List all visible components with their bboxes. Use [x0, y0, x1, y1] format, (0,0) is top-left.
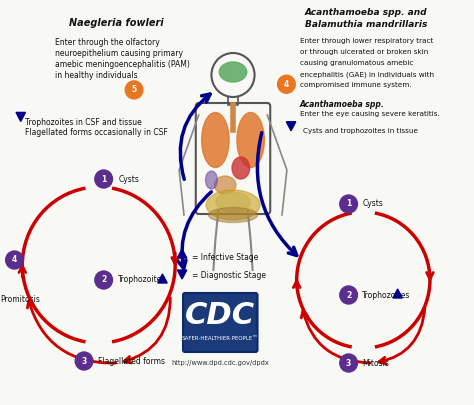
Text: Enter through the olfactory: Enter through the olfactory: [55, 38, 159, 47]
Ellipse shape: [232, 157, 250, 179]
Text: Naegleria fowleri: Naegleria fowleri: [69, 18, 164, 28]
Text: 1: 1: [346, 200, 351, 209]
Text: Acanthamoeba spp.: Acanthamoeba spp.: [300, 100, 384, 109]
Text: 1: 1: [101, 175, 106, 183]
Text: Mitosis: Mitosis: [362, 358, 389, 367]
Ellipse shape: [206, 171, 217, 189]
Ellipse shape: [206, 190, 260, 220]
Circle shape: [125, 81, 143, 99]
Ellipse shape: [216, 192, 250, 212]
Text: Cysts: Cysts: [362, 200, 383, 209]
Circle shape: [95, 271, 112, 289]
Polygon shape: [177, 249, 187, 258]
Ellipse shape: [214, 176, 236, 194]
Text: 5: 5: [131, 85, 137, 94]
Polygon shape: [177, 270, 187, 279]
Text: Trophozoites: Trophozoites: [118, 275, 167, 284]
Circle shape: [340, 354, 357, 372]
Text: 2: 2: [346, 290, 351, 300]
Text: amebic meningoencephalitis (PAM): amebic meningoencephalitis (PAM): [55, 60, 190, 69]
Text: or through ulcerated or broken skin: or through ulcerated or broken skin: [300, 49, 428, 55]
Text: encephalitis (GAE) in individuals with: encephalitis (GAE) in individuals with: [300, 71, 434, 77]
Text: Enter through lower respiratory tract: Enter through lower respiratory tract: [300, 38, 433, 44]
Text: causing granulomatous amebic: causing granulomatous amebic: [300, 60, 413, 66]
Circle shape: [278, 75, 295, 93]
Text: http://www.dpd.cdc.gov/dpdx: http://www.dpd.cdc.gov/dpdx: [172, 360, 269, 366]
Text: Cysts: Cysts: [118, 175, 139, 183]
Text: Acanthamoeba spp. and: Acanthamoeba spp. and: [304, 8, 427, 17]
Text: in healthy individuals: in healthy individuals: [55, 71, 137, 80]
Circle shape: [95, 170, 112, 188]
Circle shape: [340, 195, 357, 213]
Text: Cysts and trophozoites in tissue: Cysts and trophozoites in tissue: [302, 128, 418, 134]
Text: Flagellated forms: Flagellated forms: [98, 356, 165, 365]
Ellipse shape: [209, 207, 257, 222]
Circle shape: [340, 286, 357, 304]
Polygon shape: [286, 122, 296, 131]
Text: 4: 4: [284, 80, 289, 89]
Text: Enter the eye causing severe keratitis.: Enter the eye causing severe keratitis.: [300, 111, 439, 117]
Text: SAFER·HEALTHIER·PEOPLE™: SAFER·HEALTHIER·PEOPLE™: [182, 337, 259, 341]
Text: 2: 2: [101, 275, 106, 284]
FancyBboxPatch shape: [183, 293, 257, 352]
Circle shape: [75, 352, 93, 370]
Text: 3: 3: [82, 356, 87, 365]
Ellipse shape: [237, 113, 264, 168]
Ellipse shape: [219, 62, 247, 82]
Text: Balamuthia mandrillaris: Balamuthia mandrillaris: [304, 20, 427, 29]
Text: = Infective Stage: = Infective Stage: [192, 252, 258, 262]
Polygon shape: [16, 113, 26, 121]
Polygon shape: [393, 289, 402, 298]
Circle shape: [6, 251, 23, 269]
Text: Trophozoites in CSF and tissue: Trophozoites in CSF and tissue: [25, 118, 142, 127]
Text: neuroepithelium causing primary: neuroepithelium causing primary: [55, 49, 182, 58]
Text: CDC: CDC: [185, 301, 255, 330]
Ellipse shape: [201, 113, 229, 168]
Text: Promitosis: Promitosis: [0, 295, 40, 304]
Text: = Diagnostic Stage: = Diagnostic Stage: [192, 271, 266, 279]
Polygon shape: [158, 274, 167, 283]
Text: 3: 3: [346, 358, 351, 367]
Text: compromised immune system.: compromised immune system.: [300, 82, 411, 88]
Text: Flagellated forms occasionally in CSF: Flagellated forms occasionally in CSF: [25, 128, 168, 137]
Text: Trophozoites: Trophozoites: [362, 290, 410, 300]
Text: 4: 4: [12, 256, 17, 264]
